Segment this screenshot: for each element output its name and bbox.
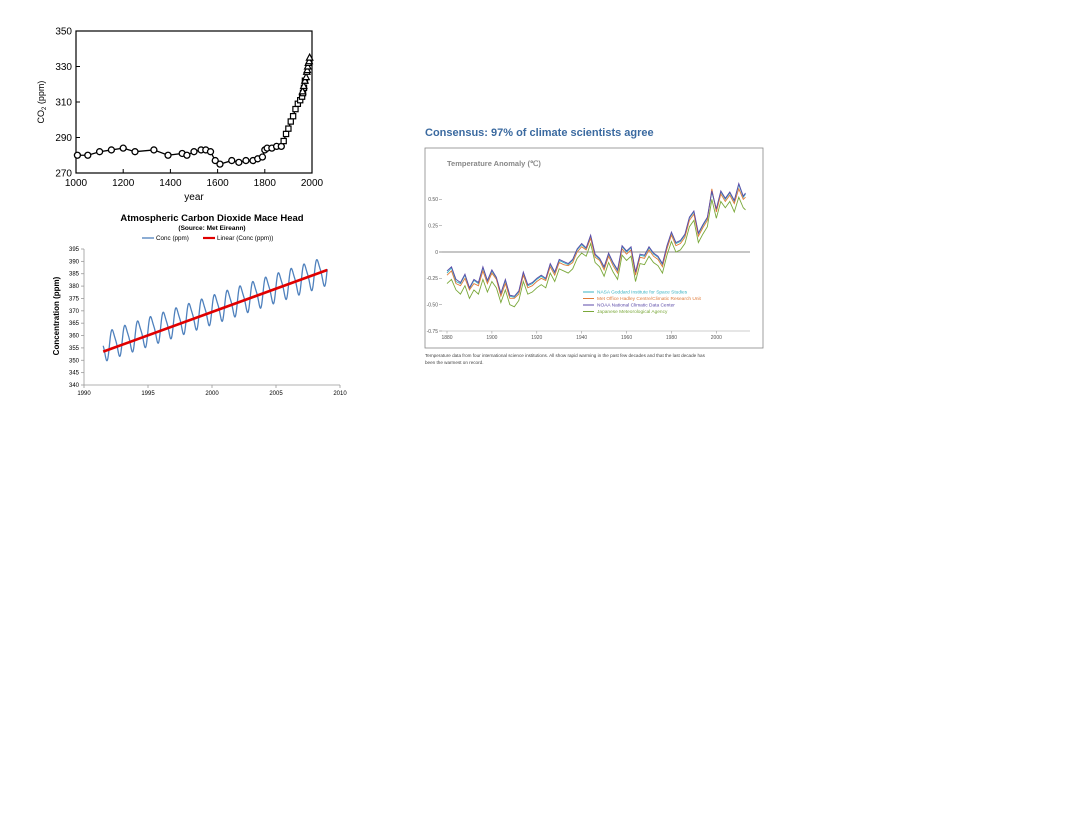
c3-legend-label: NOAA National Climatic Data Center xyxy=(597,303,675,309)
c1-point-triangle xyxy=(298,86,307,95)
co2-history-chart: 1000 1200 1400 1600 1800 2000270290310330350 … xyxy=(36,27,324,204)
c1-point-circle xyxy=(216,160,224,168)
c1-point-circle xyxy=(119,144,127,152)
c3-caption-line1: Temperature data from four international… xyxy=(425,353,706,358)
c2-ytick-label: 395 xyxy=(69,247,80,253)
c3-xtick-label: 1880 xyxy=(441,335,452,341)
c3-xtick-label: 1900 xyxy=(486,335,497,341)
c2-legend: Conc (ppm) Linear (Conc (ppm)) xyxy=(142,235,273,242)
c2-ytick-label: 360 xyxy=(69,334,80,340)
c1-ytick-label: 350 xyxy=(55,27,72,38)
c1-point-triangle xyxy=(301,72,311,81)
c3-legend-label: NASA Goddard Institute for Space Studies xyxy=(597,290,688,296)
c1-ytick-label: 330 xyxy=(55,62,72,73)
c3-ytick-label: 0 xyxy=(435,250,438,256)
c1-point-circle xyxy=(242,156,250,165)
c1-point-circle xyxy=(183,151,191,159)
c1-point-circle xyxy=(131,148,139,156)
c2-ytick-label: 390 xyxy=(69,259,80,265)
c2-xtick-label: 2005 xyxy=(269,391,283,397)
c1-point-circle xyxy=(235,158,243,167)
c1-point-circle xyxy=(73,151,82,159)
c3-xtick-label: 1960 xyxy=(621,335,632,341)
c1-point-circle xyxy=(164,151,172,159)
c3-xtick-label: 1940 xyxy=(576,335,587,341)
c2-ytick-label: 375 xyxy=(69,296,80,302)
c1-point-circle xyxy=(228,156,236,165)
c3-xtick-label: 1980 xyxy=(666,335,677,341)
c2-series-conc xyxy=(102,258,328,362)
c1-point-square xyxy=(289,112,297,120)
c1-point-circle xyxy=(277,142,285,151)
c2-ytick-label: 370 xyxy=(69,309,80,315)
c2-xtick-label: 2010 xyxy=(333,391,347,397)
temperature-anomaly-chart: Consensus: 97% of climate scientists agr… xyxy=(424,127,764,365)
c2-legend-label: Linear (Conc (ppm)) xyxy=(217,235,273,242)
c2-subtitle: (Source: Met Eireann) xyxy=(178,225,245,232)
c3-caption-line2: been the warmest on record. xyxy=(425,360,483,365)
c1-point-circle xyxy=(150,146,158,154)
c3-ytick-label: 0.50 xyxy=(428,197,438,203)
c3-legend-label: Japanese Meteorological Agency xyxy=(597,309,668,315)
c3-series-line xyxy=(446,187,746,299)
c1-point-square xyxy=(285,125,292,132)
c1-ylabel: CO2 (ppm) xyxy=(36,81,48,124)
c2-ytick-label: 340 xyxy=(69,383,80,389)
c3-title: Temperature Anomaly (℃) xyxy=(447,159,541,168)
c3-ytick-label: -0.75 xyxy=(427,329,439,335)
c1-point-circle xyxy=(84,151,92,159)
c3-legend: NASA Goddard Institute for Space Studies… xyxy=(583,290,702,315)
c1-xtick-label: 1800 xyxy=(254,178,277,189)
c2-ytick-label: 355 xyxy=(69,346,80,352)
c2-xtick-label: 1990 xyxy=(77,391,91,397)
c1-point-circle xyxy=(190,148,198,156)
c1-xlabel: year xyxy=(184,192,204,203)
c3-ytick-label: 0.25 xyxy=(428,223,438,229)
c1-ytick-label: 270 xyxy=(55,169,72,180)
c1-point-circle xyxy=(206,148,215,156)
c2-ytick-label: 365 xyxy=(69,321,80,327)
c2-title: Atmospheric Carbon Dioxide Mace Head xyxy=(120,213,303,224)
c1-ytick-label: 310 xyxy=(55,98,72,109)
c3-xtick-label: 1920 xyxy=(531,335,542,341)
c1-point-triangle xyxy=(299,81,308,90)
c2-ytick-label: 385 xyxy=(69,272,80,278)
c1-point-square xyxy=(292,105,299,113)
c1-point-triangle xyxy=(305,52,314,61)
c1-point-square xyxy=(280,137,287,145)
c1-point-square xyxy=(282,130,290,138)
c1-xtick-label: 1000 xyxy=(65,178,88,189)
c1-xtick-label: 1400 xyxy=(159,178,182,189)
c1-point-circle xyxy=(95,148,104,156)
c1-point-circle xyxy=(107,146,116,154)
c3-series-line xyxy=(446,182,746,297)
c3-xtick-label: 2000 xyxy=(711,335,722,341)
c2-legend-label: Conc (ppm) xyxy=(156,235,189,242)
c2-ytick-label: 380 xyxy=(69,284,80,290)
c3-heading: Consensus: 97% of climate scientists agr… xyxy=(425,127,654,139)
mace-head-chart: Atmospheric Carbon Dioxide Mace Head (So… xyxy=(52,213,347,397)
c2-ylabel: Concentration (ppm) xyxy=(52,276,61,355)
c1-point-circle xyxy=(258,153,267,161)
c1-xtick-label: 2000 xyxy=(301,178,324,189)
c1-point-circle xyxy=(211,156,219,165)
c3-ytick-label: -0.25 xyxy=(427,276,439,282)
c2-ytick-label: 350 xyxy=(69,358,80,364)
c1-xtick-label: 1200 xyxy=(112,178,135,189)
c3-series-line xyxy=(446,195,746,308)
c1-xtick-label: 1600 xyxy=(206,178,229,189)
c3-legend-label: Met Office Hadley Centre/Climatic Resear… xyxy=(597,296,702,302)
c2-xtick-label: 1995 xyxy=(141,391,155,397)
c1-point-square xyxy=(287,118,294,125)
c2-ytick-label: 345 xyxy=(69,371,80,377)
c3-ytick-label: -0.50 xyxy=(427,302,439,308)
c2-xtick-label: 2000 xyxy=(205,391,219,397)
c2-series-linear xyxy=(102,268,328,353)
c1-ytick-label: 290 xyxy=(55,133,72,144)
